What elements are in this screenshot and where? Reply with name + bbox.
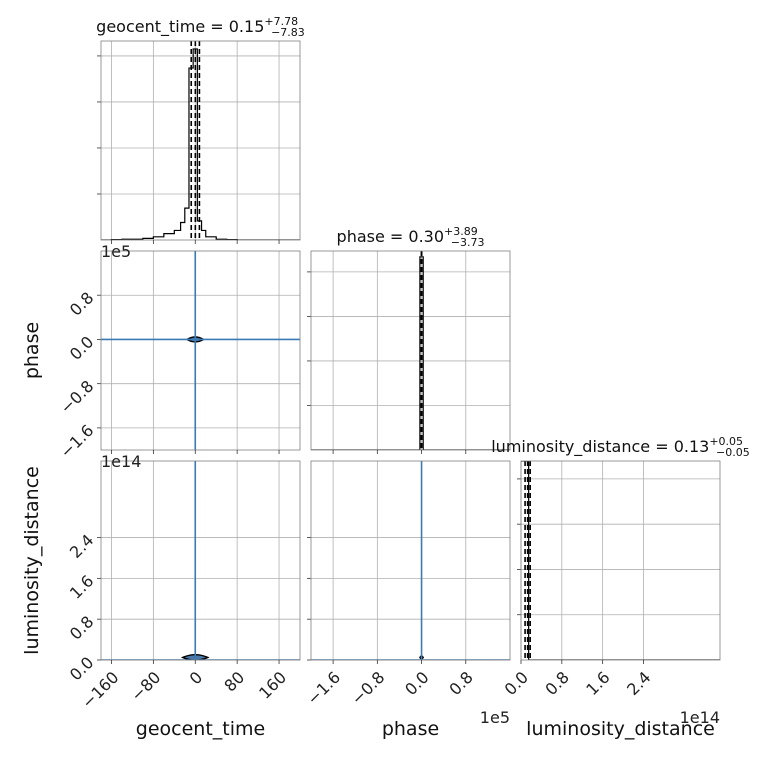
x-tick-label: −1.6 [303, 668, 344, 709]
title-plus: +3.89 [444, 225, 478, 238]
x-tick-label: 0.0 [501, 668, 532, 699]
x-tick-label: −0.8 [347, 668, 388, 709]
y-axis-label-phase: phase [21, 322, 43, 379]
x-tick-label: 2.4 [623, 668, 654, 699]
y-offset-label-phase: 1e5 [101, 242, 131, 261]
contour-group [311, 461, 510, 660]
panel-frame [100, 460, 301, 661]
histogram-geocent_time [101, 48, 300, 240]
panel-luminosity_distance-geocent_time: 0.00.81.62.4luminosity_distance1e14−160−… [21, 452, 301, 740]
y-tick-label: 0.8 [66, 288, 97, 319]
y-axis-label-luminosity_distance: luminosity_distance [21, 466, 43, 655]
x-axis-label-phase: phase [382, 718, 439, 740]
contour-group [101, 251, 300, 450]
panel-frame [100, 250, 301, 451]
panel-title-geocent_time: geocent_time = 0.15+7.78 −7.83 [96, 15, 305, 39]
title-median: 0.13 [674, 437, 710, 456]
title-prefix: luminosity_distance = [491, 437, 673, 457]
x-axis-label-geocent_time: geocent_time [136, 718, 265, 740]
title-minus: −0.05 [716, 446, 750, 459]
x-tick-label: 80 [220, 668, 248, 696]
panel-title-phase: phase = 0.30+3.89 −3.73 [337, 225, 485, 249]
x-tick-label: 160 [255, 668, 290, 703]
panel-frame [310, 250, 511, 451]
x-tick-label: −80 [127, 668, 164, 705]
x-tick-label: 1.6 [582, 668, 613, 699]
y-tick-label: −1.6 [56, 421, 97, 462]
y-tick-label: −0.8 [56, 377, 97, 418]
y-tick-label: 1.6 [66, 571, 97, 602]
panel-frame [100, 40, 301, 241]
x-tick-label: 0.8 [445, 668, 476, 699]
panel-luminosity_distance-phase: −1.6 −0.8 0.0 0.8 phase 1e5 [303, 460, 511, 740]
x-offset-label-luminosity_distance: 1e14 [680, 708, 720, 727]
title-median: 0.30 [408, 227, 444, 246]
panel-frame [310, 460, 511, 661]
x-axis-label-luminosity_distance: luminosity_distance [526, 718, 715, 740]
title-prefix: phase = [337, 227, 409, 246]
panel-phase-geocent_time: −1.6−0.8 0.0 0.8 phase 1e5 [21, 242, 301, 462]
x-tick-label: 0 [186, 668, 207, 689]
x-tick-label: 0.0 [401, 668, 432, 699]
y-offset-label-luminosity_distance: 1e14 [101, 452, 141, 471]
title-minus: −7.83 [271, 26, 305, 39]
contour-group [101, 461, 300, 660]
histogram-luminosity_distance [521, 461, 720, 660]
y-tick-label: 0.0 [66, 332, 97, 363]
y-tick-label: 0.0 [66, 653, 97, 684]
panel-title-luminosity_distance: luminosity_distance = 0.13+0.05 −0.05 [491, 435, 750, 459]
x-offset-label-phase: 1e5 [480, 708, 510, 727]
title-plus: +0.05 [709, 435, 743, 448]
panel-geocent_time-geocent_time: geocent_time = 0.15+7.78 −7.83 [96, 15, 305, 244]
title-median: 0.15 [229, 17, 265, 36]
x-tick-label: 0.8 [541, 668, 572, 699]
histogram-phase [311, 256, 510, 450]
y-tick-label: 2.4 [66, 530, 97, 561]
y-tick-label: 0.8 [66, 612, 97, 643]
panel-luminosity_distance-luminosity_distance: luminosity_distance = 0.13+0.05 −0.05 0.0 0… [491, 435, 750, 740]
panel-frame [520, 460, 721, 661]
title-minus: −3.73 [451, 236, 485, 249]
title-plus: +7.78 [264, 15, 298, 28]
panel-phase-phase: phase = 0.30+3.89 −3.73 [307, 225, 511, 454]
title-prefix: geocent_time = [96, 17, 229, 37]
